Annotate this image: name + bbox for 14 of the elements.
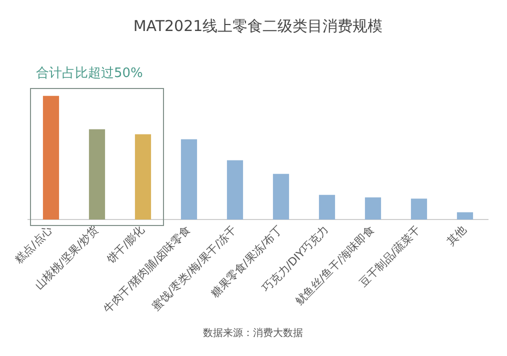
bar [364, 197, 382, 220]
bar [42, 96, 60, 220]
source-note: 数据来源：消费大数据 [202, 326, 304, 340]
bar [134, 134, 152, 220]
bar [456, 212, 474, 220]
bar [88, 129, 106, 220]
bar [410, 198, 428, 220]
x-tick-label: 其他 [444, 223, 470, 248]
bar [180, 139, 198, 220]
text: 合计占比超过50% [36, 64, 143, 82]
chart-title: MAT2021线上零食二级类目消费规模 [133, 16, 383, 35]
bar [272, 174, 290, 220]
bar [226, 160, 244, 220]
bar [318, 194, 336, 220]
